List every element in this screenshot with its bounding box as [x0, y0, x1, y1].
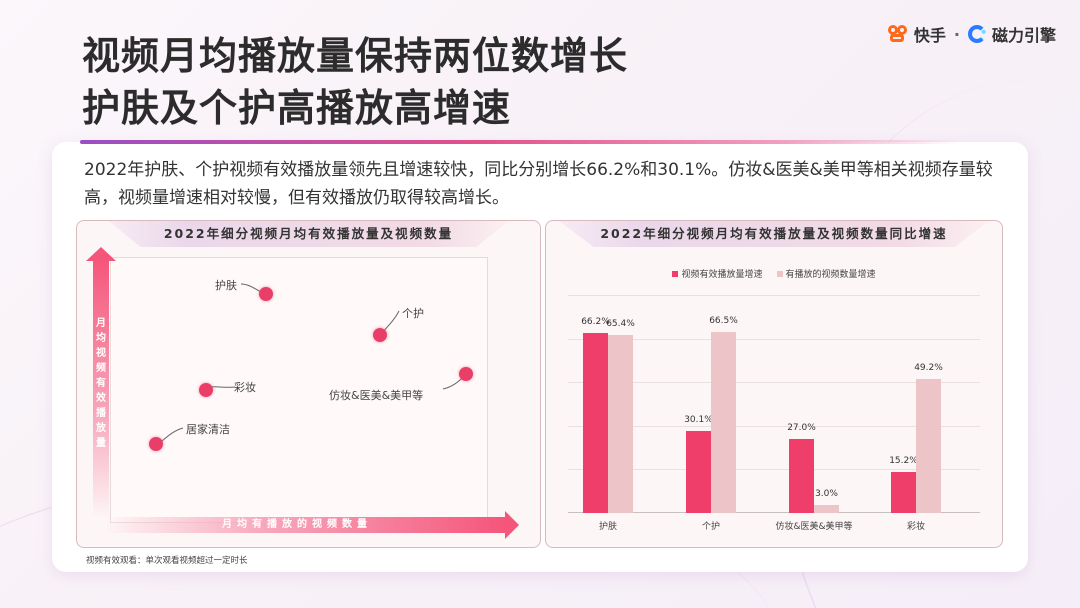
- page-title: 视频月均播放量保持两位数增长 护肤及个护高播放高增速: [82, 30, 628, 134]
- bar-plot-area: 66.2% 65.4% 护肤 30.1% 66.5% 个护 27.0% 3.0% 仿妆&医美&美…: [568, 295, 980, 532]
- bar-value-label: 30.1%: [684, 414, 713, 425]
- bar-video-count-growth: [608, 334, 633, 513]
- legend-item-play-growth: 视频有效播放量增速: [672, 267, 763, 280]
- x-axis-arrow: [107, 517, 507, 533]
- scatter-point-home-cleaning: [149, 437, 163, 451]
- footnote: 视频有效观看：单次观看视频超过一定时长: [86, 556, 248, 566]
- kuaishou-logo-icon: [887, 25, 908, 43]
- card-accent-line: [80, 140, 960, 144]
- scatter-label-makeup-medical-nail: 仿妆&医美&美甲等: [329, 389, 424, 402]
- bar-chart-legend: 视频有效播放量增速 有播放的视频数量增速: [546, 267, 1002, 280]
- x-axis-line: [568, 512, 980, 513]
- x-axis-label: 月均有播放的视频数量: [222, 519, 372, 530]
- legend-label-video-count-growth: 有播放的视频数量增速: [785, 270, 876, 280]
- scatter-label-personal-care: 个护: [402, 307, 424, 320]
- page-title-line1: 视频月均播放量保持两位数增长: [82, 34, 629, 78]
- gridline: [568, 339, 980, 340]
- scatter-point-makeup-medical-nail: [459, 367, 473, 381]
- page-title-line2: 护肤及个护高播放高增速: [82, 86, 512, 130]
- scatter-chart-title: 2022年细分视频月均有效播放量及视频数量: [108, 221, 509, 247]
- bar-value-label: 3.0%: [815, 488, 838, 499]
- category-label: 仿妆&医美&美甲等: [775, 522, 853, 532]
- cili-engine-logo-icon: [967, 25, 986, 43]
- gridline: [568, 295, 980, 296]
- category-label: 护肤: [598, 522, 618, 532]
- bar-value-label: 15.2%: [889, 455, 918, 466]
- bar-play-growth: [583, 332, 608, 513]
- bar-value-label: 66.5%: [709, 315, 738, 326]
- bar-video-count-growth: [916, 378, 941, 513]
- bar-play-growth: [686, 430, 711, 513]
- bar-play-growth: [789, 439, 814, 513]
- gridline: [568, 382, 980, 383]
- category-label: 个护: [701, 522, 721, 532]
- scatter-point-skincare: [259, 287, 273, 301]
- y-axis-arrow: [93, 257, 109, 517]
- bar-value-label: 27.0%: [787, 423, 816, 434]
- bar-chart-title: 2022年细分视频月均有效播放量及视频数量同比增速: [559, 221, 989, 247]
- scatter-chart-panel: 2022年细分视频月均有效播放量及视频数量 月均视频有效播放量 月均有播放的视频…: [76, 220, 541, 548]
- bar-value-label: 65.4%: [606, 318, 635, 329]
- leader-lines: [156, 283, 468, 446]
- bar-video-count-growth: [711, 331, 736, 513]
- bar-video-count-growth: [814, 504, 839, 513]
- bar-play-growth: [891, 471, 916, 513]
- bar-chart-panel: 2022年细分视频月均有效播放量及视频数量同比增速 视频有效播放量增速 有播放的…: [545, 220, 1003, 548]
- legend-label-play-growth: 视频有效播放量增速: [681, 270, 763, 280]
- gridline: [568, 426, 980, 427]
- brand-separator: ·: [953, 24, 960, 44]
- gridline: [568, 469, 980, 470]
- legend-swatch-secondary: [776, 270, 783, 277]
- category-label: 彩妆: [906, 522, 926, 532]
- scatter-label-home-cleaning: 居家清洁: [186, 423, 230, 436]
- y-axis-label: 月均视频有效播放量: [96, 318, 106, 449]
- legend-swatch-primary: [672, 270, 679, 277]
- y-axis-arrowhead-icon: [86, 247, 116, 261]
- bar-value-label: 49.2%: [914, 362, 943, 373]
- x-axis-arrowhead-icon: [505, 511, 519, 539]
- summary-text: 2022年护肤、个护视频有效播放量领先且增速较快，同比分别增长66.2%和30.…: [84, 160, 993, 208]
- brand-logo: 快手 · 磁力引擎: [887, 22, 1056, 46]
- cili-label: 磁力引擎: [991, 26, 1056, 45]
- bar-value-label: 66.2%: [581, 316, 610, 327]
- scatter-point-personal-care: [373, 328, 387, 342]
- scatter-plot-area: [110, 257, 488, 523]
- scatter-point-cosmetics: [199, 383, 213, 397]
- scatter-label-cosmetics: 彩妆: [234, 381, 256, 394]
- legend-item-video-count-growth: 有播放的视频数量增速: [776, 267, 876, 280]
- kuaishou-label: 快手: [913, 26, 946, 45]
- scatter-label-skincare: 护肤: [215, 279, 237, 292]
